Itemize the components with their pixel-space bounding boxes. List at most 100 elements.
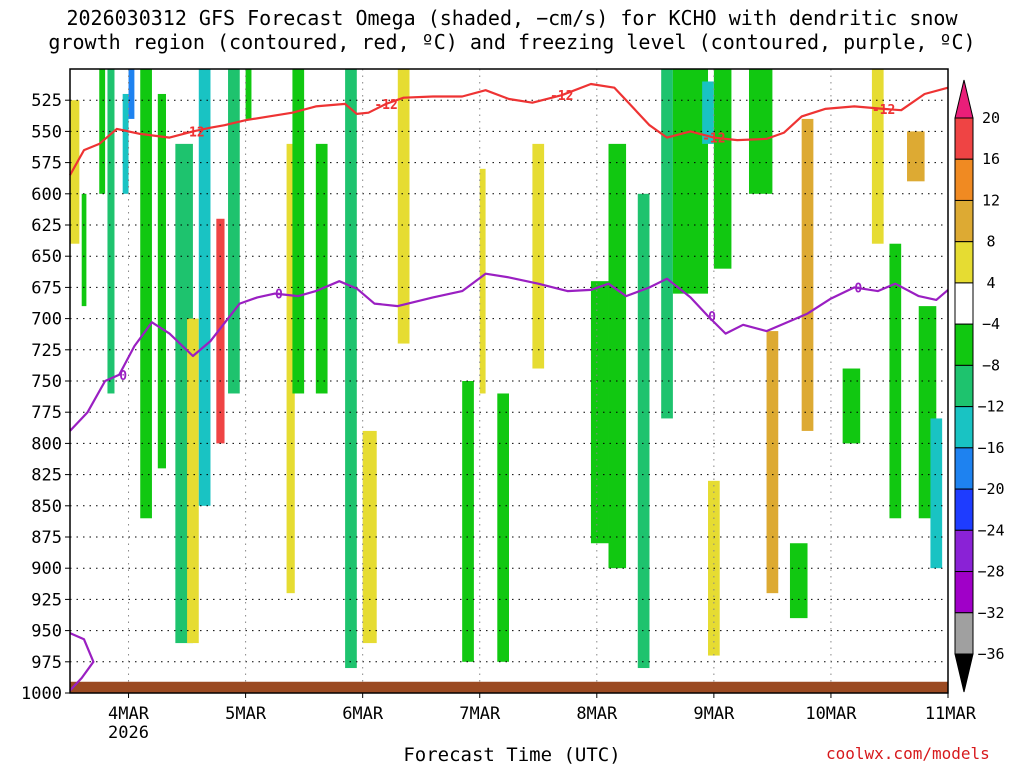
colorbar-label: 12 <box>982 191 1000 209</box>
colorbar-label: −20 <box>977 480 1004 498</box>
omega-region <box>140 69 152 519</box>
terrain-band <box>70 681 948 693</box>
omega-region <box>590 281 609 544</box>
y-tick-label: 925 <box>31 590 62 610</box>
omega-region <box>713 69 732 269</box>
credit-link[interactable]: coolwx.com/models <box>826 744 990 763</box>
colorbar-label: 4 <box>986 274 995 292</box>
y-tick-label: 850 <box>31 497 62 517</box>
colorbar-label: 8 <box>986 233 995 251</box>
contour-layer: -12 -12 -12 -12 -12 0 0 0 0 <box>69 82 949 692</box>
colorbar-top-arrow <box>954 79 974 119</box>
y-tick-label: 1000 <box>21 684 62 704</box>
x-tick-label: 7MAR <box>459 704 501 724</box>
x-tick-sublabel: 2026 <box>108 723 149 743</box>
omega-region <box>748 69 773 194</box>
x-tick-label: 9MAR <box>693 704 735 724</box>
omega-region <box>157 93 166 469</box>
colorbar: 20 16 12 8 4 −4 −8 −12 −16 −20 −24 −28 −32 −36 <box>954 79 1005 693</box>
omega-region <box>198 69 211 506</box>
omega-region <box>228 69 240 394</box>
y-tick-label: 600 <box>31 185 62 205</box>
omega-region <box>842 368 861 444</box>
colorbar-swatch <box>954 612 974 655</box>
omega-region <box>661 69 673 419</box>
colorbar-swatch <box>954 199 974 243</box>
omega-region <box>286 143 295 594</box>
omega-region <box>789 543 808 619</box>
colorbar-swatch <box>954 364 974 408</box>
y-tick-label: 700 <box>31 310 62 330</box>
freezing-level-contour-segment <box>69 632 95 692</box>
colorbar-swatch <box>954 447 974 490</box>
y-tick-label: 950 <box>31 622 62 642</box>
colorbar-label: −12 <box>977 398 1004 416</box>
colorbar-swatch <box>954 488 974 531</box>
colorbar-swatch <box>954 241 974 284</box>
colorbar-swatch <box>954 158 974 201</box>
omega-shading-layer <box>70 69 943 669</box>
omega-region <box>397 69 410 344</box>
title-line-1: 2026030312 GFS Forecast Omega (shaded, −… <box>66 6 958 30</box>
freezing-level-contour-label: 0 <box>275 288 283 303</box>
colorbar-label: −16 <box>977 439 1004 457</box>
freezing-level-contour-label: 0 <box>119 369 127 384</box>
dgz-contour-line <box>69 82 949 176</box>
y-tick-label: 975 <box>31 653 62 673</box>
colorbar-swatch <box>954 117 974 160</box>
terrain-layer <box>70 681 948 693</box>
colorbar-label: −8 <box>982 356 1000 374</box>
omega-region <box>70 100 80 244</box>
y-tick-label: 625 <box>31 216 62 236</box>
y-tick-label: 650 <box>31 247 62 267</box>
omega-region <box>292 69 305 394</box>
grid-layer <box>70 69 948 694</box>
omega-region <box>315 143 328 394</box>
colorbar-label: −32 <box>977 604 1004 622</box>
freezing-level-contour-line <box>69 272 949 432</box>
y-tick-label: 725 <box>31 341 62 361</box>
y-tick-label: 800 <box>31 434 62 454</box>
omega-region <box>128 69 135 119</box>
colorbar-label: −36 <box>977 645 1004 663</box>
colorbar-label: −28 <box>977 563 1004 581</box>
omega-region <box>497 393 509 662</box>
colorbar-label: 16 <box>982 150 1000 168</box>
omega-region <box>81 193 87 307</box>
title-line-2: growth region (contoured, red, ºC) and f… <box>48 30 976 54</box>
omega-region <box>462 381 474 662</box>
y-tick-label: 550 <box>31 122 62 142</box>
omega-region <box>99 69 106 194</box>
omega-region <box>216 218 225 444</box>
colorbar-swatch <box>954 282 974 325</box>
freezing-level-contour-label: 0 <box>854 281 862 296</box>
y-tick-label: 875 <box>31 528 62 548</box>
omega-region <box>479 168 486 394</box>
x-tick-label: 11MAR <box>925 704 977 724</box>
colorbar-label: −4 <box>982 315 1000 333</box>
freezing-level-contour-label: 0 <box>708 310 716 325</box>
colorbar-label: 20 <box>982 109 1000 127</box>
dgz-contour-label: -12 <box>374 98 397 113</box>
x-tick-label: 4MAR <box>108 704 150 724</box>
omega-region <box>637 193 650 669</box>
colorbar-bottom-arrow <box>954 653 974 693</box>
omega-region <box>107 69 115 394</box>
omega-region <box>345 69 357 669</box>
colorbar-swatch <box>954 571 974 614</box>
omega-region <box>702 81 714 144</box>
y-tick-label: 525 <box>31 91 62 111</box>
colorbar-swatch <box>954 323 974 366</box>
y-tick-label: 900 <box>31 559 62 579</box>
y-tick-label: 675 <box>31 278 62 298</box>
dgz-contour-label: -12 <box>181 125 204 140</box>
omega-region <box>930 418 943 569</box>
x-tick-label: 6MAR <box>342 704 384 724</box>
y-tick-label: 575 <box>31 154 62 174</box>
omega-region <box>187 318 199 644</box>
x-tick-label: 5MAR <box>225 704 267 724</box>
omega-region <box>907 131 925 182</box>
omega-region <box>871 69 884 244</box>
